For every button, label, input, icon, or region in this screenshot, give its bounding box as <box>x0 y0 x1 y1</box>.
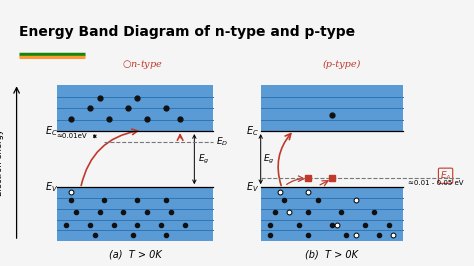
Text: $E_g$: $E_g$ <box>263 153 274 166</box>
Bar <box>57 187 213 241</box>
Text: $E_g$: $E_g$ <box>198 153 210 166</box>
Text: (a)  T > 0K: (a) T > 0K <box>109 250 162 260</box>
Text: Energy Band Diagram of n-type and p-type: Energy Band Diagram of n-type and p-type <box>19 25 355 39</box>
Text: ≈0.01eV: ≈0.01eV <box>56 133 87 139</box>
Text: Electron energy: Electron energy <box>0 129 4 196</box>
Text: (p-type): (p-type) <box>322 60 360 69</box>
Text: $E_V$: $E_V$ <box>45 180 58 194</box>
Text: $\bigcirc$n-type: $\bigcirc$n-type <box>122 58 163 71</box>
Bar <box>57 85 213 131</box>
Bar <box>261 85 403 131</box>
Text: ≈0.01 - 0.05 eV: ≈0.01 - 0.05 eV <box>408 180 463 186</box>
Bar <box>261 187 403 241</box>
Text: (b)  T > 0K: (b) T > 0K <box>305 250 358 260</box>
Text: $E_D$: $E_D$ <box>216 135 228 148</box>
Text: $E_C$: $E_C$ <box>45 124 58 138</box>
Text: $E_A$: $E_A$ <box>440 169 451 182</box>
Text: $E_V$: $E_V$ <box>246 180 260 194</box>
Text: $E_C$: $E_C$ <box>246 124 259 138</box>
